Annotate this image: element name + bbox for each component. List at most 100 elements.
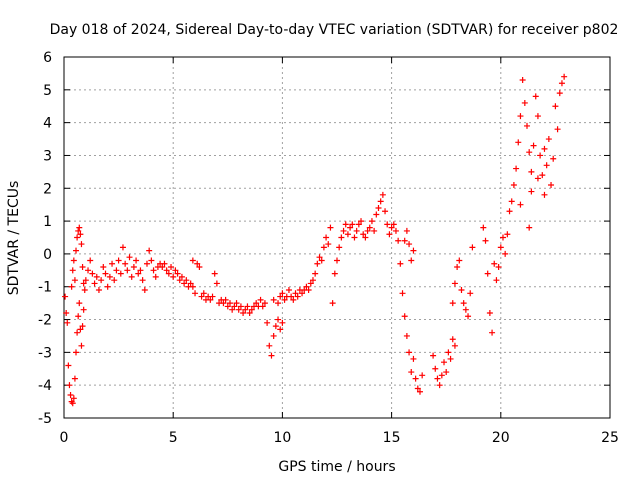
y-tick-label: 3 [43,148,52,164]
data-point-marker [111,277,118,284]
data-point-marker [222,296,229,303]
data-point-marker [172,267,179,274]
data-point-marker [545,136,552,143]
data-point-marker [447,355,454,362]
data-point-marker [397,260,404,267]
data-point-marker [399,290,406,297]
data-point-marker [137,267,144,274]
data-point-marker [211,270,218,277]
data-point-marker [183,277,190,284]
y-tick-label: 0 [43,247,52,263]
data-point-marker [253,300,260,307]
data-point-marker [268,352,275,359]
data-point-marker [460,300,467,307]
data-point-marker [163,267,170,274]
data-point-marker [128,273,135,280]
data-point-marker [63,309,70,316]
data-point-marker [159,264,166,271]
data-point-marker [152,273,159,280]
data-point-marker [451,280,458,287]
data-point-marker [270,332,277,339]
data-point-marker [73,247,80,254]
tick-labels: 0 5 10 15 20 25 -5 -4 -3 -2 -1 0 1 2 3 4 5 6 [38,50,619,446]
data-point-marker [486,309,493,316]
data-point-marker [534,175,541,182]
data-point-marker [484,270,491,277]
tick-marks [63,56,611,419]
data-point-marker [170,273,177,280]
x-tick-label: 10 [273,430,291,446]
data-point-marker [526,224,533,231]
data-point-marker [517,201,524,208]
data-point-marker [69,267,76,274]
data-point-marker [449,336,456,343]
data-point-marker [462,306,469,313]
data-point-marker [528,168,535,175]
data-point-marker [168,264,175,271]
data-point-marker [261,300,268,307]
data-point-marker [294,293,301,300]
data-point-marker [93,273,100,280]
data-point-marker [272,323,279,330]
data-point-marker [458,287,465,294]
data-point-marker [401,237,408,244]
data-point-marker [491,260,498,267]
data-point-marker [316,254,323,261]
data-point-marker [510,181,517,188]
data-point-marker [87,257,94,264]
data-point-marker [556,90,563,97]
data-point-marker [344,231,351,238]
data-point-marker [358,218,365,225]
data-point-marker [325,241,332,248]
data-point-marker [174,270,181,277]
data-point-marker [73,349,80,356]
data-point-marker [441,359,448,366]
x-tick-label: 15 [383,430,401,446]
data-point-marker [80,280,87,287]
data-point-marker [207,296,214,303]
data-point-marker [66,382,73,389]
y-tick-label: -1 [38,280,52,296]
data-point-marker [189,257,196,264]
data-point-marker [541,191,548,198]
data-point-marker [314,260,321,267]
data-point-marker [312,270,319,277]
data-point-marker [148,257,155,264]
x-tick-label: 0 [60,430,69,446]
data-point-marker [436,382,443,389]
data-point-marker [213,280,220,287]
data-point-marker [307,280,314,287]
data-point-marker [285,287,292,294]
data-point-marker [309,277,316,284]
data-point-marker [451,342,458,349]
data-point-marker [79,323,86,330]
chart-axes [63,56,611,419]
data-point-marker [176,277,183,284]
plot-frame [63,56,611,419]
y-tick-label: -3 [38,345,52,361]
data-point-marker [489,329,496,336]
data-point-marker [445,349,452,356]
data-point-marker [91,280,98,287]
data-point-marker [392,227,399,234]
data-point-marker [161,260,168,267]
data-point-marker [281,296,288,303]
data-point-marker [504,231,511,238]
data-point-marker [229,306,236,313]
data-point-marker [539,172,546,179]
data-point-marker [124,267,131,274]
data-point-marker [543,162,550,169]
data-point-marker [71,277,78,284]
data-point-marker [233,300,240,307]
data-point-marker [517,113,524,120]
data-point-marker [558,80,565,87]
data-point-marker [521,99,528,106]
data-point-marker [364,227,371,234]
data-point-marker [482,237,489,244]
data-point-marker [414,385,421,392]
data-point-marker [508,198,515,205]
data-point-marker [100,264,107,271]
data-point-marker [248,306,255,313]
data-point-marker [382,208,389,215]
y-axis-label: SDTVAR / TECUs [6,181,22,296]
